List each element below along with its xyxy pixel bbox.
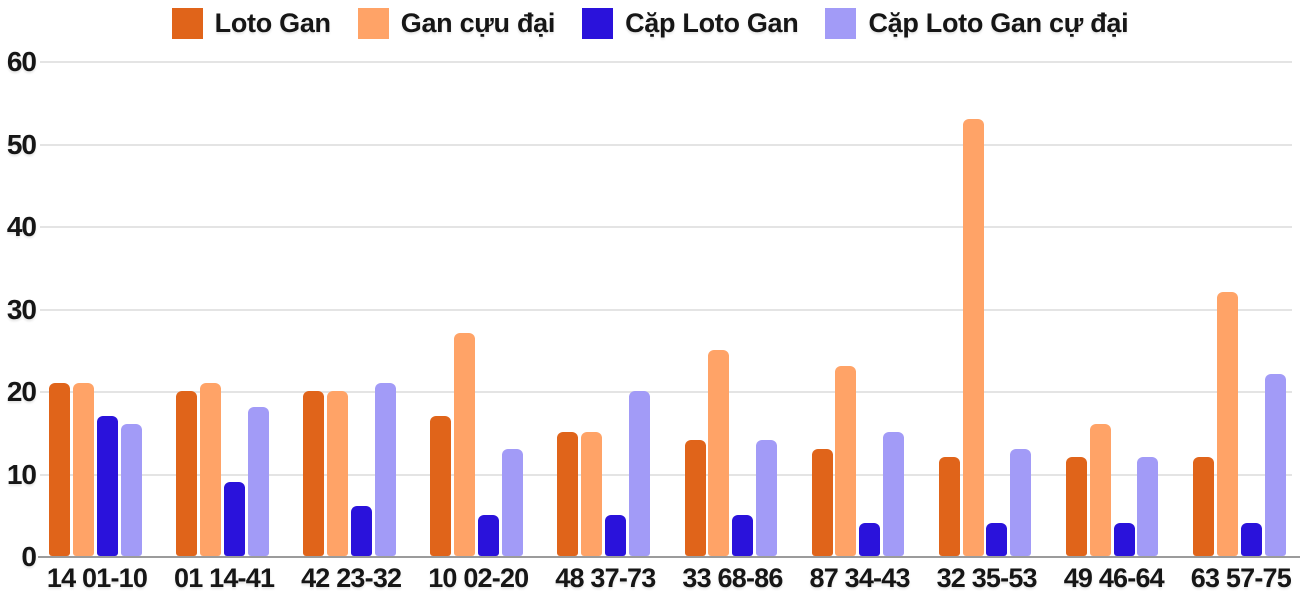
bar-group-0 bbox=[49, 61, 145, 556]
x-axis-line bbox=[38, 556, 1300, 558]
bar-0-9[interactable] bbox=[1192, 457, 1214, 556]
bar-1-1[interactable] bbox=[199, 383, 221, 556]
bar-0-5[interactable] bbox=[684, 440, 706, 556]
legend-swatch-icon bbox=[825, 8, 857, 39]
legend-label: Cặp Loto Gan bbox=[625, 8, 799, 38]
bar-2-2[interactable] bbox=[350, 506, 372, 556]
bar-3-0[interactable] bbox=[120, 424, 142, 556]
legend-label: Cặp Loto Gan cự đại bbox=[868, 8, 1129, 38]
bar-3-4[interactable] bbox=[629, 391, 651, 556]
bar-0-7[interactable] bbox=[938, 457, 960, 556]
plot-area bbox=[38, 61, 1300, 558]
x-tick-label-5: 33 68-86 bbox=[682, 563, 783, 593]
bar-3-3[interactable] bbox=[501, 449, 523, 556]
bar-3-8[interactable] bbox=[1137, 457, 1159, 556]
bar-0-2[interactable] bbox=[303, 391, 325, 556]
bar-group-3 bbox=[430, 61, 526, 556]
gridline-60 bbox=[40, 61, 1292, 63]
y-tick-label-10: 10 bbox=[6, 458, 37, 490]
chart-legend: Loto Gan Gan cựu đại Cặp Loto Gan Cặp Loto … bbox=[0, 8, 1300, 39]
x-tick-label-3: 10 02-20 bbox=[428, 563, 529, 593]
x-tick-label-9: 63 57-75 bbox=[1190, 563, 1292, 593]
bar-group-8 bbox=[1065, 61, 1162, 556]
bar-2-1[interactable] bbox=[223, 482, 245, 556]
bar-2-3[interactable] bbox=[478, 515, 500, 556]
bar-1-6[interactable] bbox=[835, 366, 857, 556]
bar-2-0[interactable] bbox=[96, 416, 118, 556]
y-tick-label-30: 30 bbox=[6, 293, 37, 325]
y-tick-label-50: 50 bbox=[6, 128, 37, 160]
legend-label: Gan cựu đại bbox=[400, 8, 556, 38]
legend-item-1[interactable]: Gan cựu đại bbox=[357, 8, 556, 39]
bar-0-3[interactable] bbox=[430, 416, 452, 556]
y-tick-label-60: 60 bbox=[6, 46, 37, 77]
bar-group-2 bbox=[303, 61, 399, 556]
bar-1-2[interactable] bbox=[327, 391, 349, 556]
bar-2-6[interactable] bbox=[859, 523, 881, 556]
x-tick-label-1: 01 14-41 bbox=[173, 563, 275, 593]
bar-group-5 bbox=[684, 61, 781, 556]
bar-3-5[interactable] bbox=[756, 440, 778, 556]
bar-3-7[interactable] bbox=[1010, 449, 1032, 556]
bar-group-7 bbox=[938, 61, 1035, 556]
bar-1-5[interactable] bbox=[708, 350, 730, 556]
bar-1-8[interactable] bbox=[1089, 424, 1111, 556]
bar-1-7[interactable] bbox=[962, 119, 984, 556]
bar-2-5[interactable] bbox=[732, 515, 754, 556]
gridline-10 bbox=[40, 473, 1292, 476]
bar-2-7[interactable] bbox=[986, 523, 1008, 556]
legend-label: Loto Gan bbox=[214, 8, 331, 38]
legend-swatch-icon bbox=[171, 8, 203, 39]
bar-1-3[interactable] bbox=[454, 333, 476, 556]
legend-swatch-icon bbox=[357, 8, 389, 39]
gridline-30 bbox=[40, 308, 1292, 311]
bar-2-9[interactable] bbox=[1240, 523, 1262, 556]
bar-2-4[interactable] bbox=[605, 515, 627, 556]
bar-group-9 bbox=[1192, 61, 1289, 556]
bar-0-1[interactable] bbox=[176, 391, 198, 556]
y-tick-label-20: 20 bbox=[6, 376, 37, 407]
bar-group-1 bbox=[176, 61, 272, 556]
legend-item-3[interactable]: Cặp Loto Gan cự đại bbox=[825, 8, 1129, 39]
bar-0-0[interactable] bbox=[49, 383, 70, 556]
legend-item-2[interactable]: Cặp Loto Gan bbox=[582, 8, 799, 39]
y-tick-label-40: 40 bbox=[6, 211, 37, 242]
y-tick-label-0: 0 bbox=[21, 541, 37, 572]
bar-3-2[interactable] bbox=[374, 383, 396, 556]
bar-1-4[interactable] bbox=[581, 432, 603, 556]
gridline-40 bbox=[40, 226, 1292, 228]
bar-1-9[interactable] bbox=[1216, 292, 1238, 556]
x-tick-label-2: 42 23-32 bbox=[301, 563, 402, 593]
legend-item-0[interactable]: Loto Gan bbox=[171, 8, 331, 39]
bar-group-4 bbox=[557, 61, 653, 556]
gridline-20 bbox=[40, 391, 1292, 393]
bar-2-8[interactable] bbox=[1113, 523, 1135, 556]
bar-1-0[interactable] bbox=[72, 383, 94, 556]
x-tick-label-4: 48 37-73 bbox=[555, 563, 656, 593]
bar-3-1[interactable] bbox=[247, 407, 269, 556]
bar-0-4[interactable] bbox=[557, 432, 579, 556]
bar-3-9[interactable] bbox=[1264, 374, 1286, 556]
bar-3-6[interactable] bbox=[883, 432, 905, 556]
gridline-50 bbox=[40, 143, 1292, 146]
legend-swatch-icon bbox=[582, 8, 614, 39]
x-tick-label-8: 49 46-64 bbox=[1063, 563, 1165, 593]
x-tick-label-0: 14 01-10 bbox=[46, 563, 148, 593]
bar-group-6 bbox=[811, 61, 908, 556]
x-tick-label-7: 32 35-53 bbox=[936, 563, 1038, 593]
x-tick-label-6: 87 34-43 bbox=[809, 563, 910, 593]
bar-0-8[interactable] bbox=[1065, 457, 1087, 556]
bar-0-6[interactable] bbox=[811, 449, 833, 556]
